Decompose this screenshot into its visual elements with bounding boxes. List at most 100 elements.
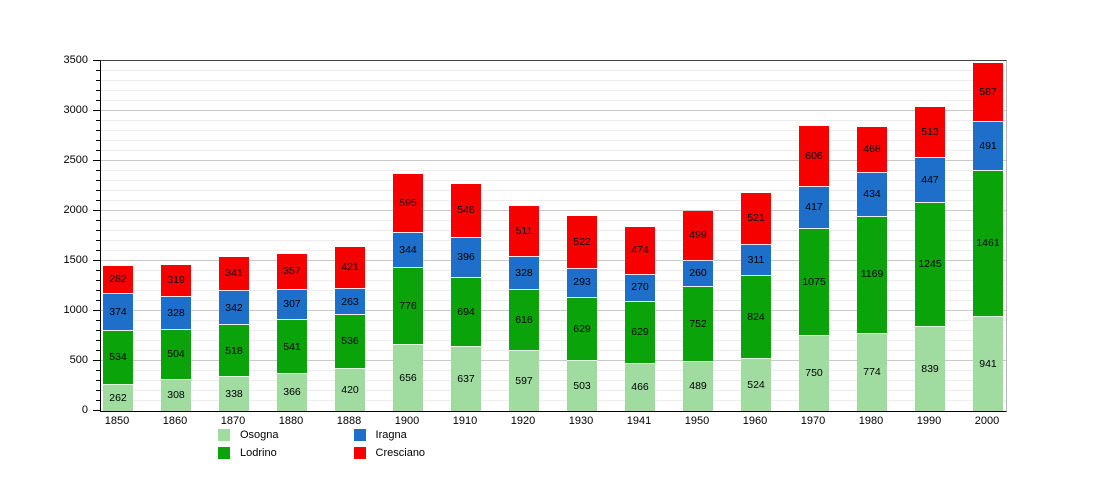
minor-gridline (101, 340, 1006, 341)
bar-value-label: 466 (631, 381, 649, 394)
y-axis-tick (96, 230, 100, 231)
bar-segment-iragna: 328 (161, 297, 191, 330)
bar-value-label: 629 (631, 326, 649, 339)
bar-segment-lodrino: 518 (219, 325, 249, 378)
bar-segment-osogna: 489 (683, 362, 713, 411)
minor-gridline (101, 70, 1006, 71)
bar-value-label: 311 (747, 253, 765, 266)
bar-segment-cresciano: 548 (451, 183, 481, 239)
bar-value-label: 328 (167, 306, 185, 319)
x-axis-label: 1888 (336, 415, 362, 427)
bar-value-label: 447 (921, 173, 939, 186)
y-axis-tick (96, 150, 100, 151)
bar-segment-lodrino: 1245 (915, 202, 945, 328)
x-axis-label: 1960 (742, 415, 768, 427)
minor-gridline (101, 170, 1006, 171)
bar-segment-osogna: 466 (625, 364, 655, 411)
bar-segment-cresciano: 595 (393, 173, 423, 234)
bar-segment-osogna: 839 (915, 327, 945, 411)
bar-value-label: 344 (399, 243, 417, 256)
y-axis-tick (96, 250, 100, 251)
bar-value-label: 522 (573, 235, 591, 248)
bar-segment-iragna: 260 (683, 260, 713, 287)
bar-value-label: 307 (283, 298, 301, 311)
bar-value-label: 752 (689, 317, 707, 330)
bar-value-label: 503 (573, 379, 591, 392)
minor-gridline (101, 150, 1006, 151)
y-axis-tick (96, 340, 100, 341)
bar-value-label: 536 (341, 335, 359, 348)
bar-1880: 366 541 307 357 (277, 253, 307, 411)
minor-gridline (101, 300, 1006, 301)
plot-area: 262 534 374 282 308 504 328 319 338 518 342 341 366 5… (100, 60, 1007, 412)
bar-segment-osogna: 774 (857, 333, 887, 411)
bar-1850: 262 534 374 282 (103, 265, 133, 411)
major-gridline (101, 310, 1006, 311)
bar-value-label: 468 (863, 143, 881, 156)
y-axis-tick (96, 370, 100, 371)
bar-value-label: 839 (921, 362, 939, 375)
legend-column: Osogna Lodrino (218, 429, 279, 459)
bar-segment-osogna: 503 (567, 360, 597, 411)
bar-value-label: 616 (515, 313, 533, 326)
bar-segment-cresciano: 522 (567, 216, 597, 269)
bar-segment-osogna: 308 (161, 380, 191, 411)
minor-gridline (101, 180, 1006, 181)
bar-value-label: 341 (225, 267, 243, 280)
y-axis-tick (96, 170, 100, 171)
bar-segment-cresciano: 468 (857, 126, 887, 174)
bar-segment-osogna: 524 (741, 358, 771, 411)
x-axis-label: 1920 (510, 415, 536, 427)
minor-gridline (101, 290, 1006, 291)
y-axis-tick (93, 160, 100, 161)
bar-segment-lodrino: 629 (567, 297, 597, 361)
y-axis-tick (96, 80, 100, 81)
bar-value-label: 342 (225, 301, 243, 314)
x-axis-label: 1990 (916, 415, 942, 427)
y-axis-tick (96, 140, 100, 141)
x-axis-label: 2000 (974, 415, 1000, 427)
bar-segment-cresciano: 606 (799, 126, 829, 187)
bar-1888: 420 536 263 421 (335, 247, 365, 411)
bar-1970: 750 1075 417 606 (799, 126, 829, 411)
bar-segment-lodrino: 1169 (857, 216, 887, 334)
y-axis-tick (96, 70, 100, 71)
bar-segment-cresciano: 282 (103, 265, 133, 294)
bar-segment-cresciano: 499 (683, 211, 713, 261)
y-axis-label: 2000 (63, 204, 88, 216)
legend-item-cresciano: Cresciano (353, 447, 425, 459)
bar-segment-iragna: 396 (451, 238, 481, 278)
minor-gridline (101, 130, 1006, 131)
bar-value-label: 511 (515, 224, 533, 237)
x-axis-label: 1950 (684, 415, 710, 427)
bar-value-label: 656 (399, 371, 417, 384)
y-axis-label: 3000 (63, 104, 88, 116)
bar-value-label: 489 (689, 380, 707, 393)
bar-1941: 466 629 270 474 (625, 227, 655, 411)
legend-label: Osogna (240, 428, 279, 441)
bar-value-label: 293 (573, 276, 591, 289)
bar-segment-lodrino: 776 (393, 267, 423, 346)
bar-segment-lodrino: 1461 (973, 170, 1003, 317)
bar-value-label: 1075 (802, 275, 826, 288)
minor-gridline (101, 220, 1006, 221)
bar-value-label: 1461 (976, 237, 1000, 250)
x-axis-label: 1941 (626, 415, 652, 427)
bar-value-label: 262 (109, 391, 127, 404)
y-axis-tick (93, 110, 100, 111)
bar-value-label: 491 (979, 139, 997, 152)
bar-segment-osogna: 656 (393, 345, 423, 411)
minor-gridline (101, 240, 1006, 241)
minor-gridline (101, 370, 1006, 371)
minor-gridline (101, 270, 1006, 271)
bar-1860: 308 504 328 319 (161, 265, 191, 411)
legend-item-lodrino: Lodrino (218, 447, 279, 459)
bar-value-label: 521 (747, 212, 765, 225)
bar-value-label: 474 (631, 244, 649, 257)
bar-value-label: 421 (341, 261, 359, 274)
bar-segment-cresciano: 587 (973, 63, 1003, 122)
bar-1930: 503 629 293 522 (567, 216, 597, 411)
legend-column: Iragna Cresciano (353, 429, 425, 459)
major-gridline (101, 210, 1006, 211)
bar-1990: 839 1245 447 513 (915, 106, 945, 411)
